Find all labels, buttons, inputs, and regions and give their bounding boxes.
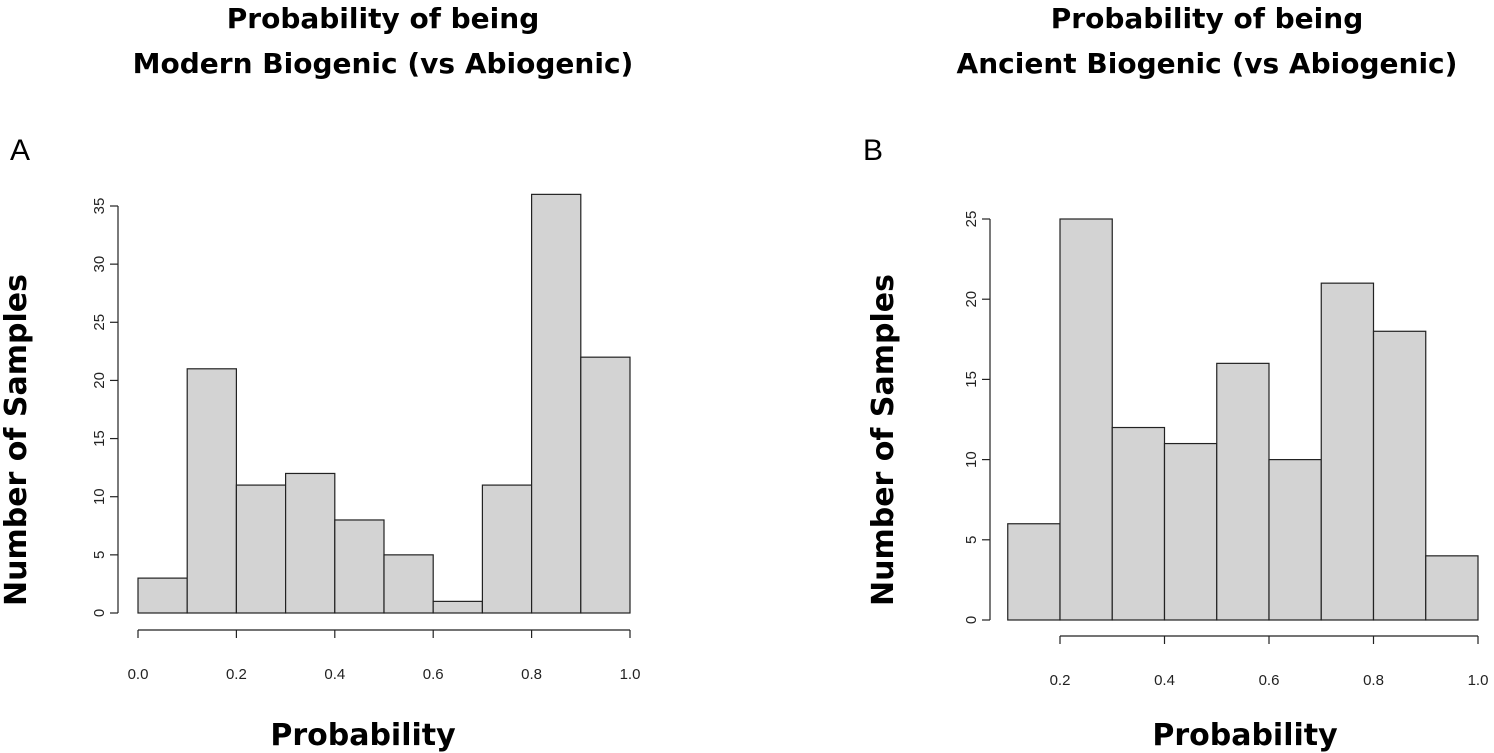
histogram-bar	[432, 600, 484, 614]
chart-title-line-2: Ancient Biogenic (vs Abiogenic)	[957, 47, 1458, 80]
histogram-modern-biogenic: Probability of being Modern Biogenic (vs…	[0, 2, 640, 753]
panel-label: A	[10, 134, 30, 167]
x-tick-label: 0.6	[1259, 672, 1280, 689]
x-tick-label: 1.0	[620, 666, 641, 683]
histogram-bar	[1007, 523, 1061, 621]
y-tick-label: 15	[91, 430, 108, 447]
x-axis-label: Probability	[270, 718, 456, 753]
histogram-bar	[1111, 426, 1166, 621]
histogram-bar	[1163, 442, 1218, 621]
y-tick-label: 5	[91, 551, 108, 559]
chart-title-line-2: Modern Biogenic (vs Abiogenic)	[133, 47, 634, 80]
x-tick-label: 1.0	[1468, 672, 1489, 689]
x-tick-label: 0.4	[324, 666, 345, 683]
histogram-bar	[235, 484, 287, 614]
histogram-bar	[530, 193, 582, 614]
histogram-bar	[186, 368, 237, 614]
y-tick-label: 25	[91, 314, 108, 331]
y-tick-label: 0	[91, 609, 108, 617]
histogram-ancient-biogenic: Probability of being Ancient Biogenic (v…	[863, 2, 1488, 753]
x-tick-label: 0.2	[1050, 672, 1071, 689]
x-tick-label: 0.0	[128, 666, 149, 683]
y-tick-label: 10	[963, 451, 980, 468]
chart-title-line-1: Probability of being	[1051, 2, 1364, 35]
chart-title-line-1: Probability of being	[227, 2, 540, 35]
y-tick-label: 20	[91, 372, 108, 389]
histogram-bar	[285, 472, 336, 614]
histogram-bar	[1372, 330, 1427, 621]
y-tick-label: 0	[963, 616, 980, 624]
y-tick-label: 30	[91, 256, 108, 273]
histogram-bar	[1425, 555, 1479, 621]
histogram-bar	[1216, 362, 1270, 621]
histogram-bar	[137, 577, 188, 614]
y-axis-label: Number of Samples	[0, 274, 34, 606]
histogram-bar	[1320, 282, 1375, 621]
panel-label: B	[863, 134, 883, 167]
y-tick-label: 15	[963, 371, 980, 388]
y-tick-label: 20	[963, 291, 980, 308]
x-tick-label: 0.2	[226, 666, 247, 683]
y-tick-label: 10	[91, 488, 108, 505]
y-tick-label: 5	[963, 536, 980, 544]
y-axis-label: Number of Samples	[866, 274, 901, 606]
y-tick-label: 35	[91, 198, 108, 215]
x-tick-label: 0.8	[521, 666, 542, 683]
histogram-bar	[580, 356, 631, 614]
histogram-bar	[481, 484, 533, 614]
x-tick-label: 0.8	[1363, 672, 1384, 689]
histogram-bar	[1059, 218, 1113, 621]
histogram-bar	[1268, 459, 1322, 621]
y-tick-label: 25	[963, 211, 980, 228]
histogram-bar	[334, 519, 385, 614]
x-tick-label: 0.6	[423, 666, 444, 683]
x-axis-label: Probability	[1152, 718, 1338, 753]
histogram-bar	[383, 554, 434, 614]
x-tick-label: 0.4	[1154, 672, 1175, 689]
